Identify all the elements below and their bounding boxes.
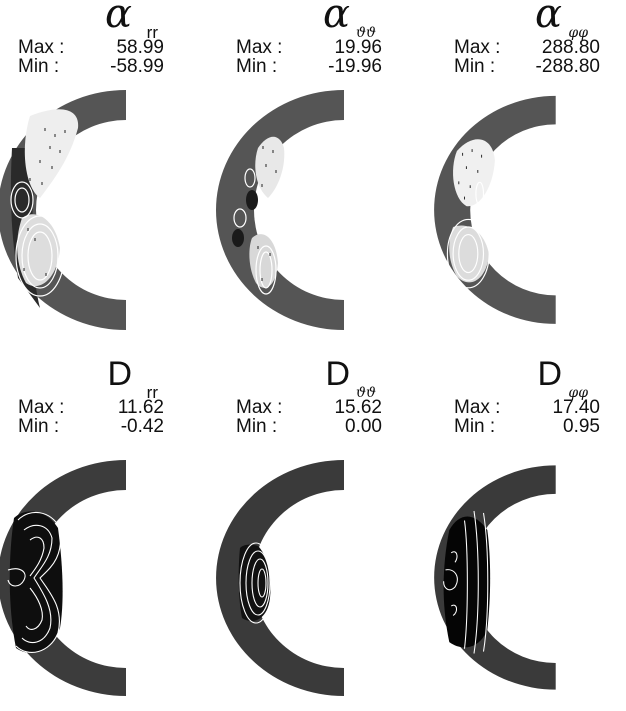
subscript: φφ [568, 25, 588, 41]
contour-lines [10, 181, 65, 297]
meridional-plot [0, 460, 126, 696]
symbol: α [104, 0, 132, 37]
contour-lines [7, 511, 62, 653]
panel-D-rr: D rr Max : 11.62 Min : -0.42 [0, 356, 200, 710]
max-label: Max : [454, 37, 501, 58]
dash-ticks [23, 128, 66, 276]
min-label: Min : [236, 56, 278, 77]
light-region-upper [255, 136, 285, 198]
min-value: 0.95 [563, 416, 600, 437]
panel-alpha-thth: α ϑϑ Max : 19.96 Min : -19.96 [216, 0, 418, 350]
min-label: Min : [454, 416, 496, 437]
panel-alpha-phph: α φφ Max : 288.80 Min : -288.80 [434, 0, 626, 350]
max-value: 17.40 [552, 397, 600, 418]
panel-alpha-rr: α rr Max : 58.99 Min : -58.99 [0, 0, 200, 350]
max-value: 58.99 [116, 37, 164, 58]
dark-core [238, 544, 271, 622]
max-label: Max : [454, 397, 501, 418]
outer-shell [434, 95, 556, 324]
subscript: rr [146, 383, 158, 402]
min-label: Min : [18, 416, 60, 437]
max-label: Max : [18, 37, 65, 58]
max-label: Max : [236, 37, 283, 58]
subscript: ϑϑ [355, 25, 376, 41]
outer-shell [216, 90, 344, 330]
panel-D-thth: D ϑϑ Max : 15.62 Min : 0.00 [216, 356, 418, 710]
stats: Max : 17.40 Min : 0.95 [454, 398, 600, 436]
meridional-plot [216, 460, 344, 696]
stats: Max : 19.96 Min : -19.96 [236, 38, 382, 76]
max-value: 288.80 [541, 37, 600, 58]
max-value: 15.62 [334, 397, 382, 418]
symbol: α [322, 0, 350, 37]
symbol: D [325, 355, 350, 393]
dark-spots [232, 190, 258, 247]
panel-D-phph: D φφ Max : 17.40 Min : 0.95 [434, 356, 626, 710]
meridional-plot [216, 90, 344, 330]
min-value: -0.42 [120, 416, 164, 437]
contour-lines [239, 542, 273, 624]
contour-lines [446, 181, 490, 289]
contour-lines [443, 510, 489, 654]
max-label: Max : [236, 397, 283, 418]
meridional-plot [434, 465, 556, 690]
min-label: Min : [454, 56, 496, 77]
light-region-lower [449, 225, 490, 283]
max-value: 19.96 [334, 37, 382, 58]
dash-ticks [458, 149, 483, 200]
symbol: D [537, 355, 562, 393]
symbol: D [107, 355, 132, 393]
subscript: φφ [568, 385, 588, 401]
subscript: rr [146, 23, 158, 42]
meridional-plot [434, 95, 556, 324]
stats: Max : 11.62 Min : -0.42 [18, 398, 164, 436]
stats: Max : 288.80 Min : -288.80 [454, 38, 600, 76]
min-value: 0.00 [345, 416, 382, 437]
min-label: Min : [236, 416, 278, 437]
min-value: -19.96 [328, 56, 382, 77]
meridional-plot [0, 90, 126, 330]
min-label: Min : [18, 56, 60, 77]
subscript: ϑϑ [355, 385, 376, 401]
stats: Max : 15.62 Min : 0.00 [236, 398, 382, 436]
min-value: -58.99 [110, 56, 164, 77]
light-region-upper [24, 109, 79, 198]
contour-lines [233, 168, 277, 295]
max-label: Max : [18, 397, 65, 418]
stats: Max : 58.99 Min : -58.99 [18, 38, 164, 76]
max-value: 11.62 [117, 397, 164, 418]
light-region-upper [453, 139, 495, 207]
outer-shell [216, 460, 344, 696]
min-value: -288.80 [535, 56, 600, 77]
dash-ticks [257, 146, 277, 281]
symbol: α [534, 0, 562, 37]
